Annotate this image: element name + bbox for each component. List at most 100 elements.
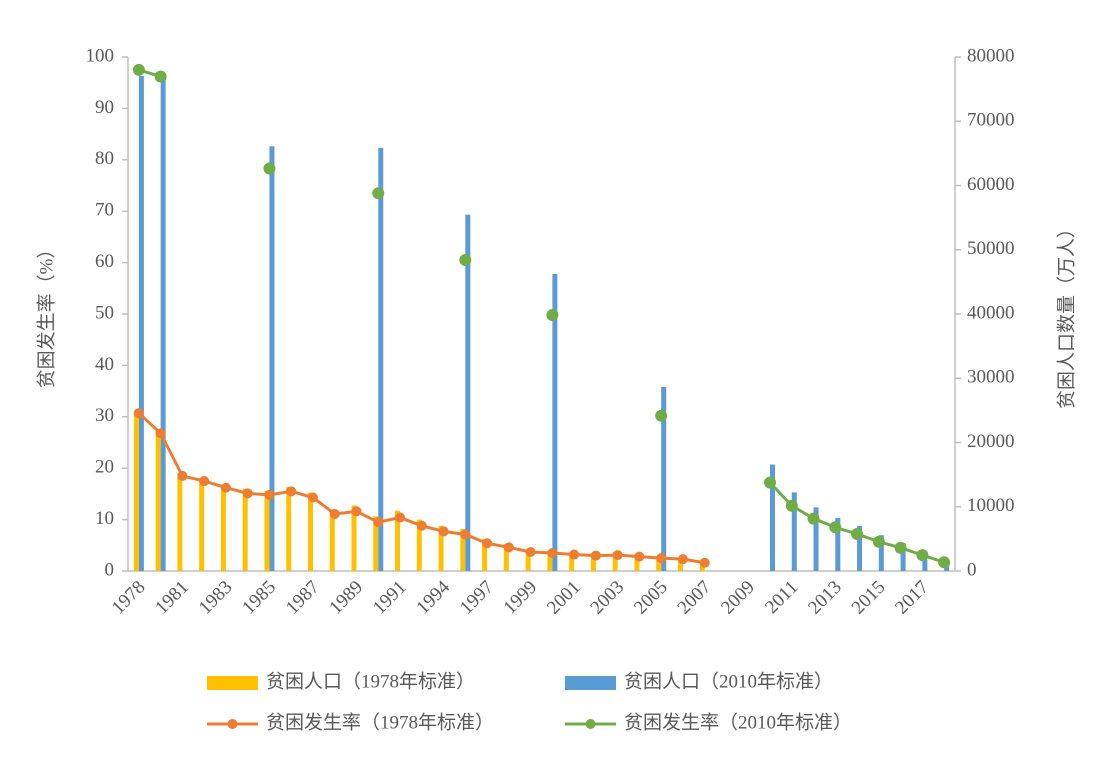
bar: [552, 274, 558, 571]
legend-swatch: [207, 676, 258, 690]
point: [395, 512, 406, 523]
bar: [395, 510, 401, 571]
point: [438, 526, 449, 537]
legend-label: 贫困发生率（2010年标准）: [624, 711, 852, 733]
bar: [922, 551, 928, 571]
bar: [813, 507, 819, 571]
bar: [569, 552, 575, 571]
bar: [612, 552, 618, 571]
y-tick-label: 20: [95, 457, 114, 478]
point: [872, 535, 885, 548]
x-tick-label: 2001: [543, 577, 585, 619]
point: [177, 470, 188, 481]
point: [894, 541, 907, 554]
bar: [634, 554, 640, 571]
bar: [329, 509, 335, 571]
point: [220, 482, 231, 493]
x-tick-label: 2007: [674, 577, 716, 619]
bar: [878, 535, 884, 571]
y2-tick-label: 50000: [967, 238, 1015, 259]
y-tick-label: 40: [95, 354, 114, 375]
bar: [155, 429, 161, 571]
point: [286, 486, 297, 497]
legend-label: 贫困人口（2010年标准）: [624, 670, 833, 692]
bar: [416, 519, 422, 571]
point: [525, 546, 536, 557]
point: [764, 476, 777, 489]
legend-swatch: [227, 719, 238, 729]
bar: [656, 555, 662, 571]
point: [851, 527, 864, 540]
y-tick-label: 50: [95, 302, 114, 323]
x-tick-label: 1987: [282, 577, 324, 619]
point: [655, 409, 668, 422]
point: [677, 554, 688, 565]
bar: [138, 76, 144, 572]
x-tick-label: 1985: [238, 577, 280, 619]
bar: [482, 539, 488, 571]
point: [329, 508, 340, 519]
point: [807, 512, 820, 525]
point: [503, 542, 514, 553]
bar: [791, 492, 797, 571]
y2-tick-label: 20000: [967, 431, 1015, 452]
x-tick-label: 1981: [151, 577, 193, 619]
bar: [373, 516, 379, 571]
bar: [160, 79, 166, 571]
x-tick-label: 2009: [717, 577, 759, 619]
y2-tick-label: 0: [967, 559, 977, 580]
x-tick-label: 1997: [456, 577, 498, 619]
bar: [286, 486, 292, 571]
bar: [547, 550, 553, 571]
point: [460, 529, 471, 540]
point: [351, 506, 362, 517]
y-tick-label: 80: [95, 148, 114, 169]
y-tick-label: 90: [95, 97, 114, 118]
legend-swatch: [585, 719, 596, 729]
y2-tick-label: 10000: [967, 495, 1015, 516]
bar: [465, 214, 471, 572]
legend-label: 贫困发生率（1978年标准）: [266, 711, 494, 733]
bar: [220, 484, 226, 571]
point: [373, 517, 384, 528]
point: [242, 488, 253, 499]
point: [656, 553, 667, 564]
y2-axis-title: 贫困人口数量（万人）: [1055, 219, 1077, 409]
y2-tick-label: 40000: [967, 302, 1015, 323]
bar: [242, 488, 248, 571]
y-tick-label: 10: [95, 508, 114, 529]
point: [264, 489, 275, 500]
bar: [133, 410, 139, 571]
bar: [900, 543, 906, 571]
x-tick-label: 1999: [500, 577, 542, 619]
x-tick-label: 1994: [412, 576, 454, 618]
point: [155, 428, 166, 439]
point: [482, 538, 493, 549]
bar: [460, 528, 466, 571]
bar: [269, 146, 275, 571]
point: [372, 187, 385, 200]
point: [829, 521, 842, 534]
point: [612, 550, 623, 561]
point: [590, 550, 601, 561]
point: [546, 309, 559, 322]
point: [938, 556, 951, 569]
y-tick-label: 60: [95, 251, 114, 272]
bar: [307, 492, 313, 571]
point: [199, 476, 210, 487]
x-tick-label: 1991: [369, 577, 411, 619]
point: [634, 551, 645, 562]
y-tick-label: 0: [105, 559, 115, 580]
y-tick-label: 70: [95, 200, 114, 221]
bar: [378, 147, 384, 572]
bar: [503, 543, 509, 571]
y2-tick-label: 70000: [967, 110, 1015, 131]
y-tick-label: 30: [95, 405, 114, 426]
point: [916, 549, 929, 562]
point: [132, 63, 145, 76]
y-tick-label: 100: [86, 45, 115, 66]
x-tick-label: 1983: [195, 577, 237, 619]
point: [133, 408, 144, 419]
bar: [661, 386, 667, 571]
